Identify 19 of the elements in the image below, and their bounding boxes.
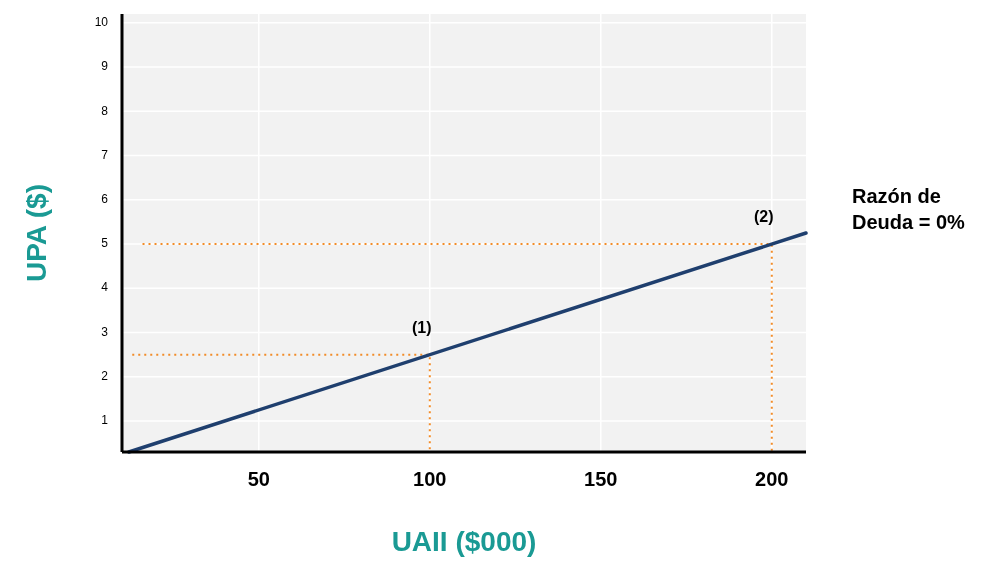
- y-tick-label: 7: [101, 147, 109, 162]
- y-tick-label: 5: [101, 236, 109, 251]
- y-tick-label: 4: [101, 280, 109, 295]
- x-tick-label: 200: [755, 468, 789, 490]
- x-tick-label: 150: [584, 468, 618, 490]
- y-tick-label: 6: [101, 191, 109, 206]
- x-tick-label: 50: [247, 468, 270, 490]
- y-tick-label: 9: [101, 59, 109, 74]
- y-tick-label: 8: [101, 103, 109, 118]
- y-tick-label: 3: [101, 324, 109, 339]
- x-tick-label: 100: [413, 468, 447, 490]
- y-axis-title: UPA ($): [21, 184, 52, 282]
- text: Razón de Deuda = 0%: [852, 185, 966, 233]
- y-tick-label: 10: [94, 15, 109, 30]
- x-axis-title: UAII ($000): [391, 526, 537, 557]
- y-tick-label: 2: [101, 368, 109, 383]
- y-tick-label: 1: [101, 413, 109, 428]
- annotation: (2): [754, 208, 774, 226]
- annotation: (1): [412, 318, 432, 336]
